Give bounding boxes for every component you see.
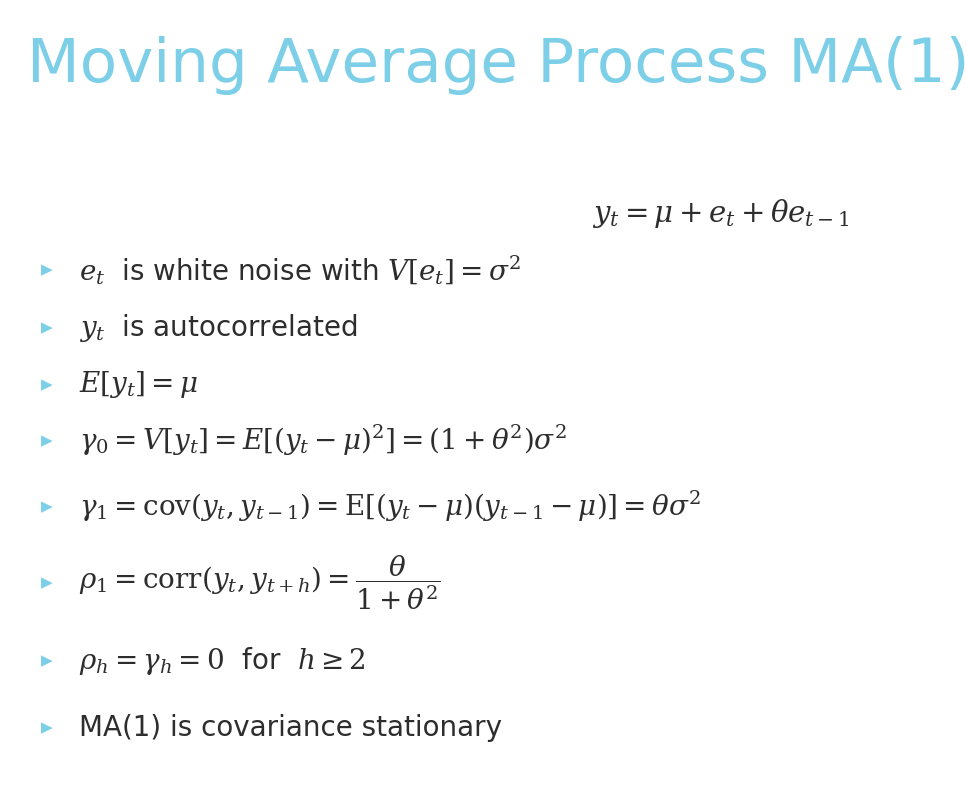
Text: ▶: ▶ xyxy=(41,575,52,589)
Text: Moving Average Process MA(1): Moving Average Process MA(1) xyxy=(27,36,966,95)
Text: $y_t = \mu + e_t + \theta e_{t-1}$: $y_t = \mu + e_t + \theta e_{t-1}$ xyxy=(592,196,850,230)
Text: $\gamma_0 = V[y_t] = E[(y_t - \mu)^2] = (1 + \theta^2)\sigma^2$: $\gamma_0 = V[y_t] = E[(y_t - \mu)^2] = … xyxy=(79,422,567,458)
Text: ▶: ▶ xyxy=(41,653,52,667)
Text: ▶: ▶ xyxy=(41,719,52,734)
Text: $y_t$  is autocorrelated: $y_t$ is autocorrelated xyxy=(79,312,357,344)
Text: ▶: ▶ xyxy=(41,263,52,277)
Text: $e_t$  is white noise with $V[e_t] = \sigma^2$: $e_t$ is white noise with $V[e_t] = \sig… xyxy=(79,253,521,287)
Text: $\gamma_1 = \mathrm{cov}(y_t, y_{t-1}) = \mathrm{E}[(y_t - \mu)(y_{t-1} - \mu)] : $\gamma_1 = \mathrm{cov}(y_t, y_{t-1}) =… xyxy=(79,488,701,524)
Text: ▶: ▶ xyxy=(41,499,52,513)
Text: MA(1) is covariance stationary: MA(1) is covariance stationary xyxy=(79,713,502,740)
Text: ▶: ▶ xyxy=(41,377,52,391)
Text: ▶: ▶ xyxy=(41,320,52,335)
Text: $E[y_t] = \mu$: $E[y_t] = \mu$ xyxy=(79,369,198,399)
Text: $\rho_h = \gamma_h = 0$  for  $h \geq 2$: $\rho_h = \gamma_h = 0$ for $h \geq 2$ xyxy=(79,644,366,676)
Text: $\rho_1 = \mathrm{corr}(y_t, y_{t+h}) = \dfrac{\theta}{1+\theta^2}$: $\rho_1 = \mathrm{corr}(y_t, y_{t+h}) = … xyxy=(79,552,440,612)
Text: ▶: ▶ xyxy=(41,433,52,447)
